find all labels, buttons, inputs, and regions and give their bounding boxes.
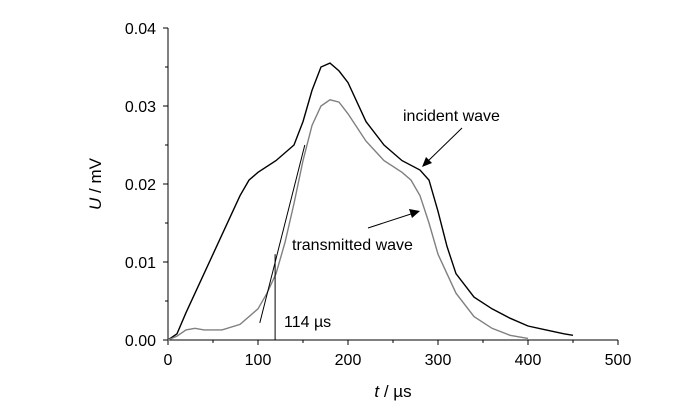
y-axis-unit: / mV <box>86 157 105 197</box>
onset-label: 114 µs <box>284 314 331 331</box>
x-tick-label: 0 <box>164 352 173 369</box>
x-axis-label: t / µs <box>374 382 411 401</box>
transmitted-wave-label: transmitted wave <box>292 237 413 254</box>
x-tick-label: 400 <box>515 352 542 369</box>
y-tick-label: 0.03 <box>125 99 156 116</box>
incident-wave-label: incident wave <box>403 108 500 125</box>
transmitted-arrow-shaft <box>367 212 415 229</box>
x-tick-label: 100 <box>245 352 272 369</box>
y-tick-label: 0.01 <box>125 255 156 272</box>
y-axis-var: U <box>86 197 105 210</box>
x-axis-unit: / µs <box>379 382 411 401</box>
y-axis-label: U / mV <box>86 157 105 210</box>
x-axis-var: t <box>374 382 380 401</box>
series-line-incident-wave <box>167 62 574 341</box>
x-ticks: 0 100 200 300 400 500 <box>164 340 632 369</box>
y-tick-label: 0.02 <box>125 177 156 194</box>
tangent-line <box>259 144 306 323</box>
y-ticks: 0.00 0.01 0.02 0.03 0.04 <box>125 21 168 350</box>
incident-arrow-head <box>422 157 432 167</box>
incident-arrow-shaft <box>425 127 463 164</box>
x-tick-label: 200 <box>335 352 362 369</box>
x-tick-label: 300 <box>425 352 452 369</box>
x-tick-label: 500 <box>605 352 632 369</box>
y-tick-label: 0.04 <box>125 21 156 38</box>
transmitted-arrow-head <box>409 209 420 218</box>
y-tick-label: 0.00 <box>125 333 156 350</box>
series-line-transmitted-wave <box>167 99 529 341</box>
